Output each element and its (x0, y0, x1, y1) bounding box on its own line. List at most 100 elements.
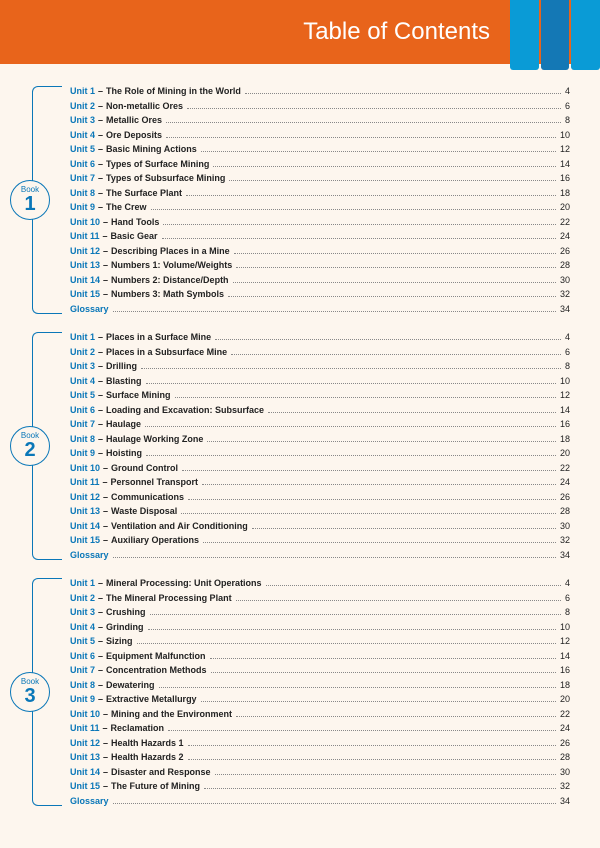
toc-entry: Unit 2–Non-metallic Ores6 (70, 99, 570, 114)
unit-label: Unit 6 (70, 157, 95, 172)
unit-separator: – (103, 765, 108, 780)
unit-label: Unit 15 (70, 779, 100, 794)
toc-entry: Unit 1–Mineral Processing: Unit Operatio… (70, 576, 570, 591)
unit-title: Basic Mining Actions (106, 142, 197, 157)
toc-entry: Unit 7–Concentration Methods16 (70, 663, 570, 678)
page-number: 26 (560, 490, 570, 505)
page-number: 20 (560, 692, 570, 707)
book-number: 1 (24, 194, 35, 214)
page-number: 18 (560, 678, 570, 693)
page-number: 12 (560, 634, 570, 649)
page-number: 8 (565, 113, 570, 128)
toc-entry: Unit 5–Sizing12 (70, 634, 570, 649)
unit-title: Hoisting (106, 446, 142, 461)
page-number: 12 (560, 388, 570, 403)
unit-separator: – (103, 750, 108, 765)
page-number: 30 (560, 273, 570, 288)
page-number: 32 (560, 779, 570, 794)
unit-label: Unit 9 (70, 692, 95, 707)
unit-separator: – (98, 432, 103, 447)
toc-entry: Unit 15–Numbers 3: Math Symbols32 (70, 287, 570, 302)
book-badge: Book3 (10, 672, 50, 712)
dot-leader (146, 383, 556, 384)
unit-title: Grinding (106, 620, 144, 635)
dot-leader (148, 629, 556, 630)
toc-entry: Unit 8–Haulage Working Zone18 (70, 432, 570, 447)
toc-entry: Unit 2–The Mineral Processing Plant6 (70, 591, 570, 606)
unit-label: Unit 11 (70, 229, 100, 244)
unit-label: Unit 9 (70, 446, 95, 461)
page-number: 24 (560, 229, 570, 244)
header-accent (508, 0, 600, 70)
unit-separator: – (98, 330, 103, 345)
dot-leader (166, 122, 561, 123)
unit-label: Unit 3 (70, 605, 95, 620)
unit-separator: – (103, 229, 108, 244)
unit-separator: – (103, 504, 108, 519)
page-number: 20 (560, 200, 570, 215)
unit-label: Unit 7 (70, 663, 95, 678)
dot-leader (266, 585, 561, 586)
page-number: 32 (560, 287, 570, 302)
unit-title: Drilling (106, 359, 137, 374)
unit-separator: – (98, 591, 103, 606)
toc-entry: Unit 10–Mining and the Environment22 (70, 707, 570, 722)
page-number: 22 (560, 215, 570, 230)
toc-entry: Unit 6–Equipment Malfunction14 (70, 649, 570, 664)
page-number: 8 (565, 359, 570, 374)
unit-label: Unit 4 (70, 620, 95, 635)
dot-leader (215, 339, 561, 340)
book-number: 2 (24, 440, 35, 460)
unit-label: Unit 8 (70, 186, 95, 201)
unit-title: Places in a Surface Mine (106, 330, 211, 345)
toc-entry: Unit 7–Haulage16 (70, 417, 570, 432)
unit-separator: – (103, 215, 108, 230)
unit-separator: – (103, 287, 108, 302)
unit-title: Places in a Subsurface Mine (106, 345, 227, 360)
unit-label: Glossary (70, 548, 109, 563)
unit-separator: – (103, 244, 108, 259)
unit-separator: – (98, 142, 103, 157)
unit-title: Loading and Excavation: Subsurface (106, 403, 264, 418)
unit-label: Unit 11 (70, 721, 100, 736)
unit-title: Health Hazards 2 (111, 750, 184, 765)
page-number: 12 (560, 142, 570, 157)
page-number: 34 (560, 548, 570, 563)
unit-title: Ground Control (111, 461, 178, 476)
page-number: 28 (560, 504, 570, 519)
dot-leader (231, 354, 561, 355)
dot-leader (236, 600, 561, 601)
accent-bar (510, 0, 539, 70)
unit-title: Sizing (106, 634, 133, 649)
page-number: 16 (560, 171, 570, 186)
unit-separator: – (98, 359, 103, 374)
unit-separator: – (98, 200, 103, 215)
unit-label: Unit 5 (70, 142, 95, 157)
unit-label: Unit 3 (70, 113, 95, 128)
page-number: 30 (560, 519, 570, 534)
toc-entry: Glossary34 (70, 302, 570, 317)
unit-separator: – (103, 490, 108, 505)
dot-leader (229, 180, 556, 181)
page-number: 16 (560, 417, 570, 432)
unit-title: Surface Mining (106, 388, 171, 403)
unit-title: Communications (111, 490, 184, 505)
toc-content: Book1Unit 1–The Role of Mining in the Wo… (0, 64, 600, 842)
unit-separator: – (103, 273, 108, 288)
unit-separator: – (98, 157, 103, 172)
dot-leader (141, 368, 561, 369)
unit-separator: – (98, 186, 103, 201)
toc-entry: Unit 13–Health Hazards 228 (70, 750, 570, 765)
unit-separator: – (98, 171, 103, 186)
toc-entry: Unit 8–The Surface Plant18 (70, 186, 570, 201)
unit-label: Unit 4 (70, 374, 95, 389)
toc-entry: Unit 14–Ventilation and Air Conditioning… (70, 519, 570, 534)
unit-label: Unit 10 (70, 707, 100, 722)
unit-separator: – (103, 519, 108, 534)
unit-separator: – (98, 128, 103, 143)
page-title: Table of Contents (303, 18, 490, 46)
unit-label: Unit 10 (70, 461, 100, 476)
dot-leader (188, 745, 556, 746)
unit-label: Unit 2 (70, 345, 95, 360)
book-section: Book3Unit 1–Mineral Processing: Unit Ope… (70, 576, 570, 808)
